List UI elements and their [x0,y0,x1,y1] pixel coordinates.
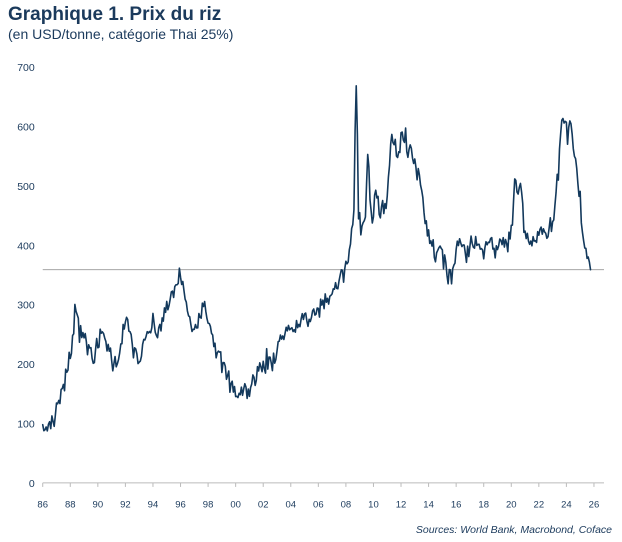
svg-text:100: 100 [17,419,35,431]
svg-text:22: 22 [534,500,545,511]
svg-text:600: 600 [17,122,35,134]
svg-text:500: 500 [17,181,35,193]
svg-text:90: 90 [93,500,104,511]
svg-text:10: 10 [368,500,379,511]
svg-text:08: 08 [341,500,352,511]
svg-text:96: 96 [175,500,186,511]
svg-text:12: 12 [396,500,407,511]
svg-text:20: 20 [506,500,517,511]
svg-text:200: 200 [17,359,35,371]
svg-text:14: 14 [423,500,434,511]
svg-text:98: 98 [203,500,214,511]
svg-text:86: 86 [37,500,48,511]
svg-text:06: 06 [313,500,324,511]
svg-text:04: 04 [285,500,296,511]
svg-text:94: 94 [148,500,159,511]
svg-text:400: 400 [17,240,35,252]
svg-text:16: 16 [451,500,462,511]
svg-text:00: 00 [230,500,241,511]
svg-text:700: 700 [17,62,35,74]
svg-text:26: 26 [589,500,600,511]
svg-text:92: 92 [120,500,131,511]
svg-text:0: 0 [29,478,35,490]
svg-text:18: 18 [478,500,489,511]
svg-text:02: 02 [258,500,269,511]
svg-text:88: 88 [65,500,76,511]
svg-text:24: 24 [561,500,572,511]
svg-text:300: 300 [17,300,35,312]
